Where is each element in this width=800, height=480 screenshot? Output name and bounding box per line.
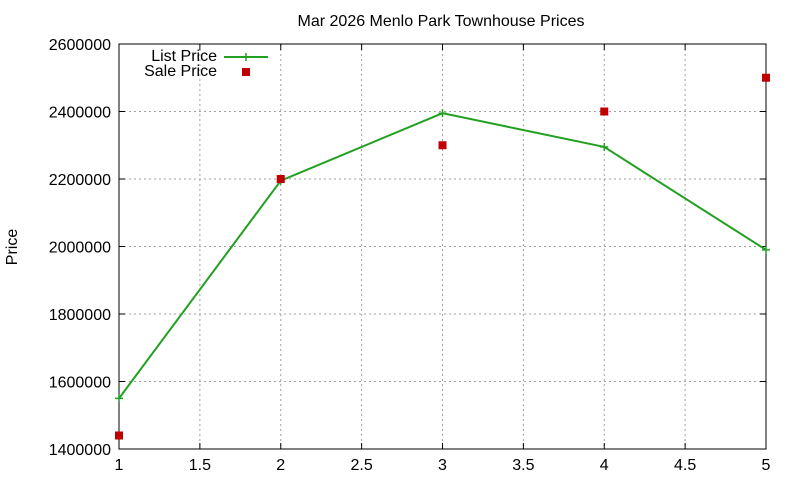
sale-price-point bbox=[115, 431, 123, 440]
sale-price-point bbox=[600, 107, 609, 116]
grid bbox=[119, 44, 766, 449]
sale-price-point bbox=[276, 175, 285, 183]
x-tick-label: 3 bbox=[438, 457, 447, 474]
x-tick-label: 4.5 bbox=[674, 457, 696, 474]
sale-price-point bbox=[438, 141, 447, 150]
list-price-point bbox=[438, 109, 447, 118]
legend-label-sale-price: Sale Price bbox=[144, 63, 217, 80]
y-tick-label: 1800000 bbox=[49, 307, 111, 324]
y-tick-label: 1600000 bbox=[49, 375, 111, 392]
legend: List Price Sale Price bbox=[144, 48, 268, 80]
legend-marker-list-price bbox=[242, 53, 250, 61]
y-tick-label: 2000000 bbox=[49, 240, 111, 257]
x-tick-label: 4 bbox=[600, 457, 609, 474]
axes: 1 1.5 2 2.5 3 3.5 4 4.5 5 1400000 1600000 1800000 20… bbox=[49, 37, 771, 474]
x-tick-label: 1.5 bbox=[189, 457, 211, 474]
legend-label-list-price: List Price bbox=[151, 48, 217, 65]
y-tick-label: 1400000 bbox=[49, 442, 111, 459]
x-tick-label: 1 bbox=[115, 457, 124, 474]
x-tick-label: 2.5 bbox=[351, 457, 373, 474]
list-price-point bbox=[115, 394, 123, 403]
y-axis-label: Price bbox=[4, 229, 21, 266]
legend-plus-mark bbox=[242, 53, 250, 61]
chart-title: Mar 2026 Menlo Park Townhouse Prices bbox=[298, 13, 585, 30]
y-tick-label: 2600000 bbox=[49, 37, 111, 54]
x-tick-label: 5 bbox=[762, 457, 771, 474]
y-tick-label: 2400000 bbox=[49, 105, 111, 122]
sale-price-point bbox=[762, 73, 770, 82]
y-tick-label: 2200000 bbox=[49, 172, 111, 189]
x-tick-label: 2 bbox=[276, 457, 285, 474]
legend-marker-sale-price bbox=[242, 68, 250, 76]
list-price-point bbox=[600, 142, 609, 151]
list-price-point bbox=[762, 245, 770, 254]
data-series bbox=[115, 73, 770, 440]
x-tick-label: 3.5 bbox=[512, 457, 534, 474]
